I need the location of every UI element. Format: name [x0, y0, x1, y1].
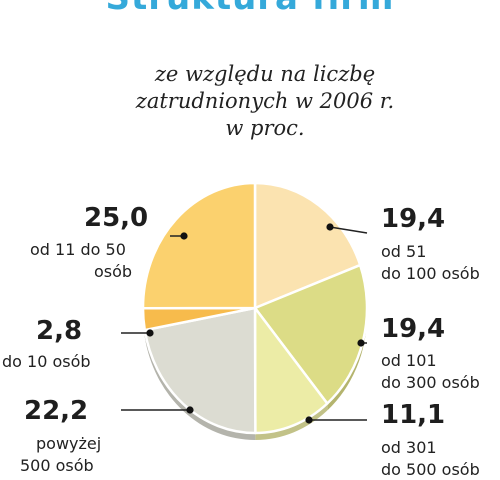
category-label-over-500-line-2: 500 osób — [20, 456, 94, 475]
category-label-51-100-line-2: do 100 osób — [381, 264, 480, 283]
value-label-25-0: 25,0 — [84, 203, 149, 233]
value-label-19-4-b: 19,4 — [381, 314, 446, 344]
leader-dot-5 — [180, 232, 188, 240]
category-label-over-500-line-1: powyżej — [36, 434, 102, 453]
pie-slice-1 — [253, 263, 369, 405]
category-label-up-to-10: do 10 osób — [2, 352, 91, 371]
subtitle-line-2: zatrudnionych w 2006 r. — [135, 89, 395, 113]
pie-rim-2 — [255, 403, 328, 440]
subtitle-line-3: w proc. — [225, 116, 305, 140]
leader-dot-2 — [305, 416, 313, 424]
leader-dot-0 — [326, 223, 334, 231]
leader-line-0 — [329, 226, 368, 234]
category-label-51-100-line-1: od 51 — [381, 242, 427, 261]
pie-slice-3 — [143, 306, 257, 435]
category-label-101-300-line-2: do 300 osób — [381, 373, 480, 392]
subtitle-line-1: ze względu na liczbę — [154, 62, 376, 86]
pie-slice-5 — [141, 181, 257, 310]
chart-title: Struktura firm — [0, 0, 500, 14]
pie-slice-0 — [253, 181, 362, 310]
leader-dot-1 — [357, 339, 365, 347]
pie-slice-2 — [253, 306, 329, 435]
category-label-11-50-line-1: od 11 do 50 — [30, 240, 126, 259]
value-label-19-4-a: 19,4 — [381, 204, 446, 234]
leader-dot-3 — [186, 406, 194, 414]
category-label-101-300-line-1: od 101 — [381, 351, 437, 370]
category-label-301-500-line-1: od 301 — [381, 438, 437, 457]
value-label-2-8: 2,8 — [36, 316, 83, 346]
leader-dot-4 — [146, 329, 154, 337]
category-label-11-50-line-2: osób — [94, 262, 133, 281]
value-label-11-1: 11,1 — [381, 400, 446, 430]
category-label-301-500-line-2: do 500 osób — [381, 460, 480, 479]
value-label-22-2: 22,2 — [24, 396, 89, 426]
